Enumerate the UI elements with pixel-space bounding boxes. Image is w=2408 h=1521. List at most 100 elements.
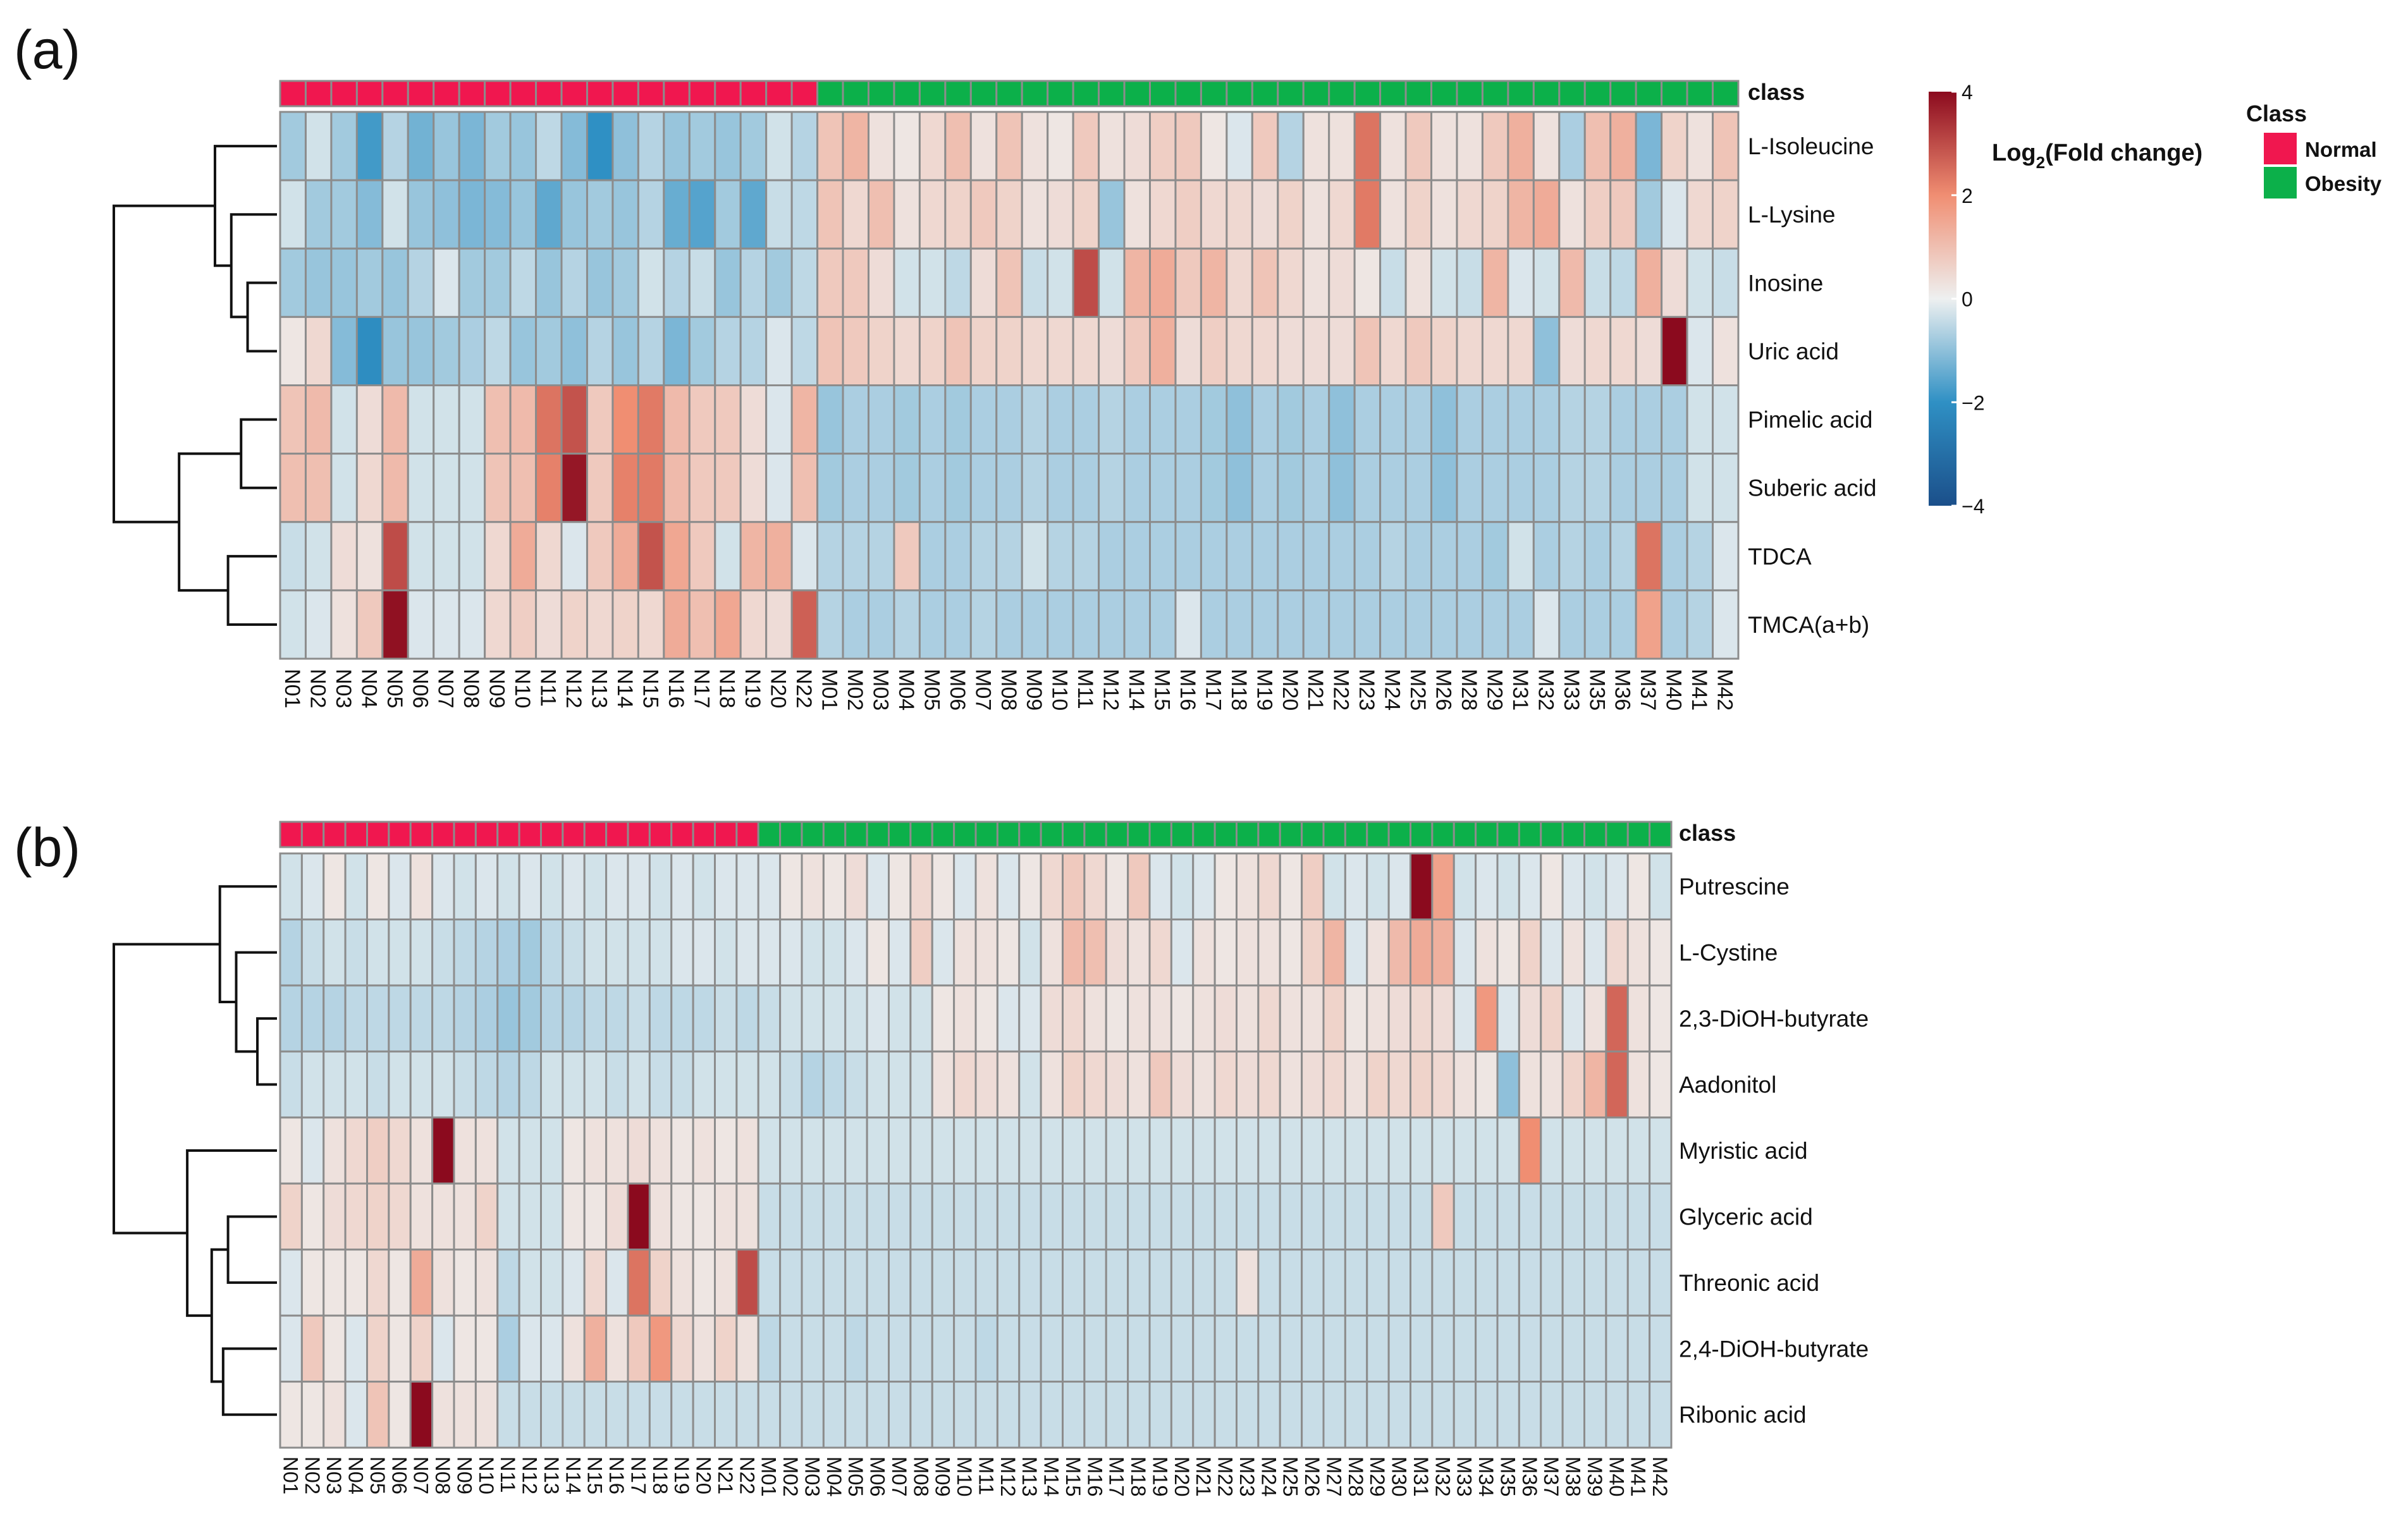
heatmap-cell	[714, 1050, 738, 1119]
heatmap-cell	[1507, 521, 1535, 592]
heatmap-cell	[1366, 1314, 1390, 1383]
column-label: N18	[715, 669, 739, 708]
heatmap-cell	[1712, 315, 1740, 386]
class-cell	[484, 80, 512, 107]
column-label: M42	[1713, 669, 1737, 711]
heatmap-cell	[484, 179, 512, 250]
heatmap-cell	[279, 1050, 303, 1119]
heatmap-cell	[735, 1182, 759, 1251]
column-label: M18	[1227, 669, 1251, 711]
heatmap-cell	[535, 589, 563, 660]
heatmap-cell	[1431, 1050, 1455, 1119]
heatmap-cell	[433, 179, 460, 250]
class-cell	[535, 80, 563, 107]
class-legend-normal-label: Normal	[2305, 138, 2377, 161]
heatmap-cell	[842, 453, 869, 523]
heatmap-cell	[1174, 589, 1202, 660]
heatmap-cell	[714, 179, 742, 250]
heatmap-cell	[605, 1249, 629, 1317]
heatmap-cell	[918, 384, 947, 455]
class-cell	[1353, 80, 1382, 107]
heatmap-cell	[1251, 111, 1279, 181]
heatmap-cell	[995, 521, 1023, 592]
heatmap-cell	[484, 111, 512, 181]
heatmap-cell	[1366, 1050, 1390, 1119]
heatmap-cell	[1686, 111, 1714, 181]
column-label: N21	[714, 1457, 737, 1494]
heatmap-cell	[1257, 984, 1281, 1053]
heatmap-cell	[300, 1050, 325, 1119]
row-label: Ribonic acid	[1679, 1402, 1807, 1428]
class-cell	[1635, 80, 1663, 107]
heatmap-cell	[688, 453, 716, 523]
heatmap-cell	[562, 1381, 586, 1449]
color-scale-tick-label: 4	[1962, 81, 1973, 104]
heatmap-cell	[300, 1182, 325, 1251]
heatmap-cell	[953, 1116, 977, 1185]
heatmap-cell	[995, 589, 1023, 660]
heatmap-cell	[453, 1050, 477, 1119]
heatmap-cell	[765, 111, 793, 181]
heatmap-cell	[995, 453, 1023, 523]
heatmap-cell	[474, 918, 499, 987]
heatmap-cell	[627, 1182, 651, 1251]
heatmap-cell	[969, 384, 998, 455]
heatmap-cell	[757, 918, 782, 987]
heatmap-cell	[670, 984, 694, 1053]
column-label: N09	[485, 669, 509, 708]
dendrogram-branch	[230, 213, 277, 319]
panel-a-label: (a)	[14, 20, 80, 80]
heatmap-cell	[1496, 1116, 1520, 1185]
heatmap-cell	[1649, 1050, 1673, 1119]
heatmap-cell	[458, 384, 486, 455]
heatmap-cell	[670, 1381, 694, 1449]
heatmap-cell	[433, 111, 460, 181]
heatmap-cell	[300, 1249, 325, 1317]
heatmap-cell	[1021, 179, 1049, 250]
heatmap-cell	[1712, 589, 1740, 660]
heatmap-cell	[1170, 918, 1195, 987]
heatmap-cell	[996, 984, 1021, 1053]
class-cell	[953, 821, 977, 848]
class-cell	[714, 80, 742, 107]
heatmap-cell	[1404, 179, 1433, 250]
heatmap-cell	[605, 1314, 629, 1383]
heatmap-cell	[1496, 852, 1520, 920]
heatmap-cell	[1072, 179, 1100, 250]
class-cell	[735, 821, 759, 848]
heatmap-cell	[1712, 384, 1740, 455]
column-label: M02	[843, 669, 867, 711]
heatmap-cell	[648, 1182, 673, 1251]
column-label: M05	[919, 669, 943, 711]
heatmap-cell	[535, 247, 563, 318]
heatmap-cell	[1561, 1381, 1585, 1449]
heatmap-cell	[1561, 1050, 1585, 1119]
heatmap-cell	[1226, 589, 1253, 660]
row-label: TMCA(a+b)	[1748, 612, 1869, 638]
heatmap-cell	[611, 521, 639, 592]
heatmap-cell	[1170, 852, 1195, 920]
heatmap-cell	[1302, 589, 1330, 660]
heatmap-cell	[586, 111, 614, 181]
heatmap-cell	[1301, 1182, 1325, 1251]
column-label: M23	[1236, 1457, 1259, 1497]
heatmap-cell	[842, 521, 869, 592]
row-label: TDCA	[1748, 544, 1812, 570]
heatmap-cell	[322, 918, 347, 987]
heatmap-cell	[344, 1182, 368, 1251]
heatmap-cell	[605, 984, 629, 1053]
heatmap-cell	[1279, 1314, 1303, 1383]
heatmap-cell	[560, 111, 588, 181]
heatmap-cell	[765, 384, 793, 455]
class-cell	[1532, 80, 1561, 107]
heatmap-cell	[714, 315, 742, 386]
heatmap-cell	[605, 1381, 629, 1449]
heatmap-cell	[648, 1249, 673, 1317]
heatmap-cell	[648, 1314, 673, 1383]
heatmap-cell	[1174, 521, 1202, 592]
heatmap-cell	[1149, 315, 1177, 386]
heatmap-cell	[474, 852, 499, 920]
heatmap-cell	[1456, 384, 1484, 455]
heatmap-cell	[842, 384, 869, 455]
class-cell	[688, 80, 716, 107]
